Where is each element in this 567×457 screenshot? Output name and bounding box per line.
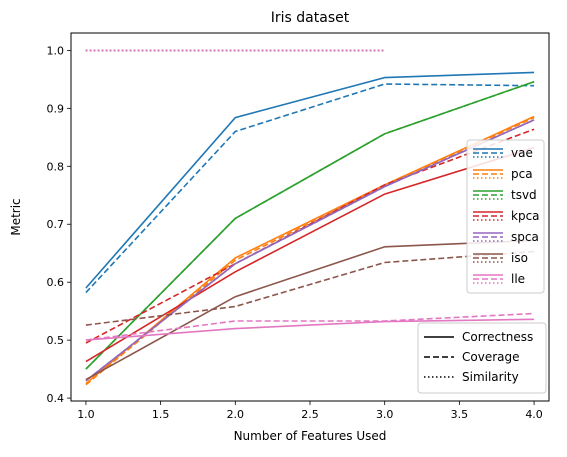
series-line-iso-coverage bbox=[85, 250, 535, 326]
legend-label-spca: spca bbox=[511, 230, 539, 244]
y-axis-label: Metric bbox=[9, 198, 23, 235]
y-tick-label: 0.9 bbox=[47, 102, 65, 115]
style-legend-box bbox=[417, 322, 547, 394]
y-axis: 0.4 0.5 0.6 0.7 0.8 0.9 1.0 bbox=[47, 44, 71, 405]
legend-label-iso: iso bbox=[511, 251, 528, 265]
style-legend-label: Similarity bbox=[462, 370, 519, 384]
y-tick-label: 0.5 bbox=[47, 334, 65, 347]
series-line-vae-coverage bbox=[85, 83, 535, 294]
series-line-lle-correctness bbox=[85, 318, 535, 341]
series-line-pca-correctness bbox=[85, 115, 535, 385]
series-line-lle-coverage bbox=[85, 312, 535, 341]
y-tick-label: 0.8 bbox=[47, 160, 65, 173]
legend-label-tsvd: tsvd bbox=[511, 188, 537, 202]
x-tick-label: 2.0 bbox=[227, 408, 245, 421]
plot-area bbox=[85, 49, 535, 386]
x-tick-label: 4.0 bbox=[525, 408, 543, 421]
series-line-kpca-correctness bbox=[85, 146, 535, 363]
series-line-spca-coverage bbox=[85, 119, 535, 382]
style-legend-label: Coverage bbox=[462, 350, 520, 364]
y-tick-label: 0.7 bbox=[47, 218, 65, 231]
legend-label-lle: lle bbox=[511, 272, 525, 286]
legend-label-kpca: kpca bbox=[511, 209, 540, 223]
series-line-iso-correctness bbox=[85, 239, 535, 381]
method-legend: vae pca tsvd kpca spca iso lle bbox=[466, 139, 545, 294]
legend-label-vae: vae bbox=[511, 146, 533, 160]
x-axis-label: Number of Features Used bbox=[234, 429, 387, 443]
series-line-tsvd-coverage bbox=[85, 80, 535, 370]
x-axis: 1.0 1.5 2.0 2.5 3.0 3.5 4.0 bbox=[77, 401, 543, 421]
legend-label-pca: pca bbox=[511, 167, 533, 181]
series-line-pca-coverage bbox=[85, 116, 535, 386]
series-line-vae-correctness bbox=[85, 71, 535, 289]
x-tick-label: 3.0 bbox=[376, 408, 394, 421]
x-tick-label: 1.5 bbox=[152, 408, 170, 421]
chart-title: Iris dataset bbox=[271, 10, 350, 26]
x-tick-label: 1.0 bbox=[77, 408, 95, 421]
style-legend-label: Correctness bbox=[462, 330, 533, 344]
x-tick-label: 2.5 bbox=[301, 408, 319, 421]
y-tick-label: 0.6 bbox=[47, 276, 65, 289]
y-tick-label: 0.4 bbox=[47, 392, 65, 405]
x-tick-label: 3.5 bbox=[451, 408, 469, 421]
style-legend: Correctness Coverage Similarity bbox=[417, 322, 547, 394]
y-tick-label: 1.0 bbox=[47, 44, 65, 57]
